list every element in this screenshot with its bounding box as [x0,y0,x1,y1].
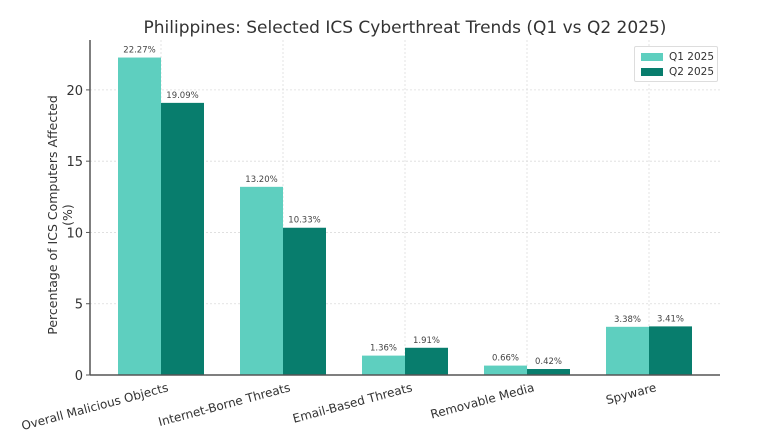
y-tick-label: 5 [75,298,83,313]
bar-q1 [606,326,649,375]
x-tick-label: Email-Based Threats [291,380,414,425]
legend-swatch-q2 [641,68,663,76]
bar-value-label: 22.27% [123,46,155,56]
bar-value-label: 1.36% [370,344,397,354]
bar-q1 [118,57,161,375]
x-tick-label: Spyware [604,380,657,407]
y-tick-label: 20 [66,84,83,99]
bar-value-label: 1.91% [413,336,440,346]
bar-q2 [161,102,204,375]
legend-label-q2: Q2 2025 [669,66,715,78]
legend: Q1 2025 Q2 2025 [634,46,718,82]
x-tick-label: Removable Media [429,380,536,421]
bar-value-label: 3.41% [657,314,684,324]
legend-label-q1: Q1 2025 [669,51,715,63]
y-tick-label: 10 [66,226,83,241]
bar-q1 [240,186,283,375]
legend-item-q2: Q2 2025 [641,65,714,79]
bar-value-label: 10.33% [288,216,320,226]
bar-q2 [649,326,692,375]
bar-q1 [484,365,527,375]
y-tick-label: 0 [75,369,83,384]
bar-value-label: 0.42% [535,357,562,367]
bar-q1 [362,355,405,375]
legend-swatch-q1 [641,53,663,61]
y-tick-label: 15 [66,155,83,170]
bar-value-label: 13.20% [245,175,277,185]
bar-value-label: 19.09% [166,91,198,101]
bar-q2 [283,227,326,375]
chart-title: Philippines: Selected ICS Cyberthreat Tr… [143,18,667,38]
x-tick-label: Overall Malicious Objects [20,380,170,433]
x-tick-label: Internet-Borne Threats [157,380,292,429]
bar-value-label: 0.66% [492,354,519,364]
legend-item-q1: Q1 2025 [641,50,714,64]
bar-value-label: 3.38% [614,315,641,325]
bar-q2 [405,347,448,375]
bar-q2 [527,369,570,375]
